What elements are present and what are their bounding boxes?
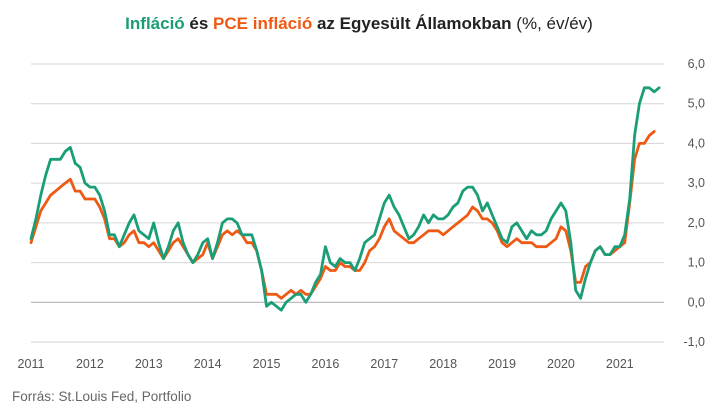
y-tick-label: -1,0	[683, 335, 705, 349]
x-tick-label: 2021	[606, 357, 634, 371]
y-tick-label: 6,0	[688, 57, 705, 71]
x-tick-label: 2016	[312, 357, 340, 371]
title-country: az Egyesült Államokban	[312, 14, 512, 33]
chart-title: Infláció és PCE infláció az Egyesült Áll…	[0, 14, 718, 34]
series-lines	[29, 86, 661, 312]
gridlines	[31, 63, 664, 343]
x-tick-label: 2017	[370, 357, 398, 371]
series-line-cpi	[29, 86, 661, 312]
y-tick-label: 3,0	[688, 176, 705, 190]
y-tick-label: 1,0	[688, 256, 705, 270]
source-note: Forrás: St.Louis Fed, Portfolio	[12, 389, 192, 404]
x-tick-label: 2020	[547, 357, 575, 371]
y-tick-label: 5,0	[688, 97, 705, 111]
x-tick-label: 2011	[18, 357, 45, 371]
title-cpi-label: Infláció	[125, 14, 185, 33]
x-axis: 2011 2012 2013 2014 2015 2016 2017 2018 2019 2020…	[18, 357, 634, 371]
y-tick-label: 2,0	[688, 216, 705, 230]
title-unit: (%, év/év)	[511, 14, 593, 33]
x-tick-label: 2014	[194, 357, 222, 371]
x-tick-label: 2013	[135, 357, 163, 371]
y-tick-label: 0,0	[688, 295, 705, 309]
title-connector: és	[184, 14, 214, 33]
x-tick-label: 2012	[76, 357, 104, 371]
y-tick-label: 4,0	[688, 136, 705, 150]
title-pce-label: PCE infláció	[213, 14, 313, 33]
x-tick-label: 2018	[429, 357, 457, 371]
x-tick-label: 2019	[488, 357, 516, 371]
series-line-pce	[29, 130, 656, 300]
y-axis: -1,0 0,0 1,0 2,0 3,0 4,0 5,0 6,0	[683, 57, 705, 349]
x-tick-label: 2015	[253, 357, 281, 371]
